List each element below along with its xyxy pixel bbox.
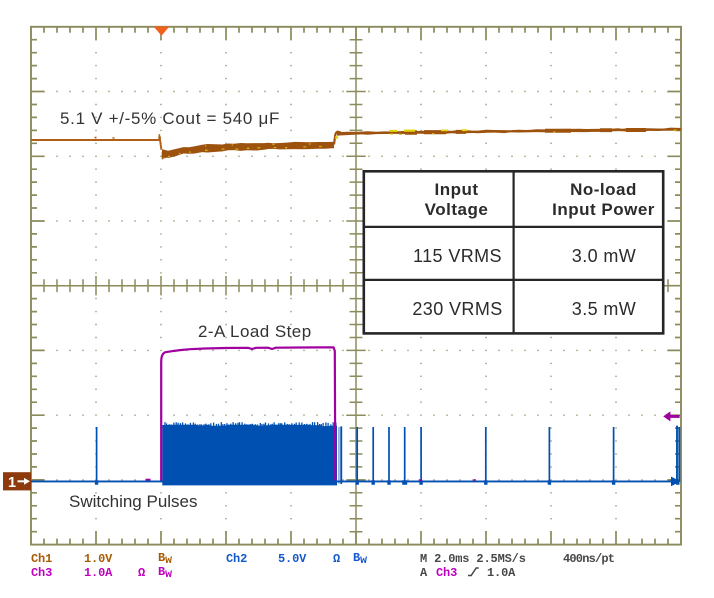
svg-text:1: 1 xyxy=(8,475,16,491)
